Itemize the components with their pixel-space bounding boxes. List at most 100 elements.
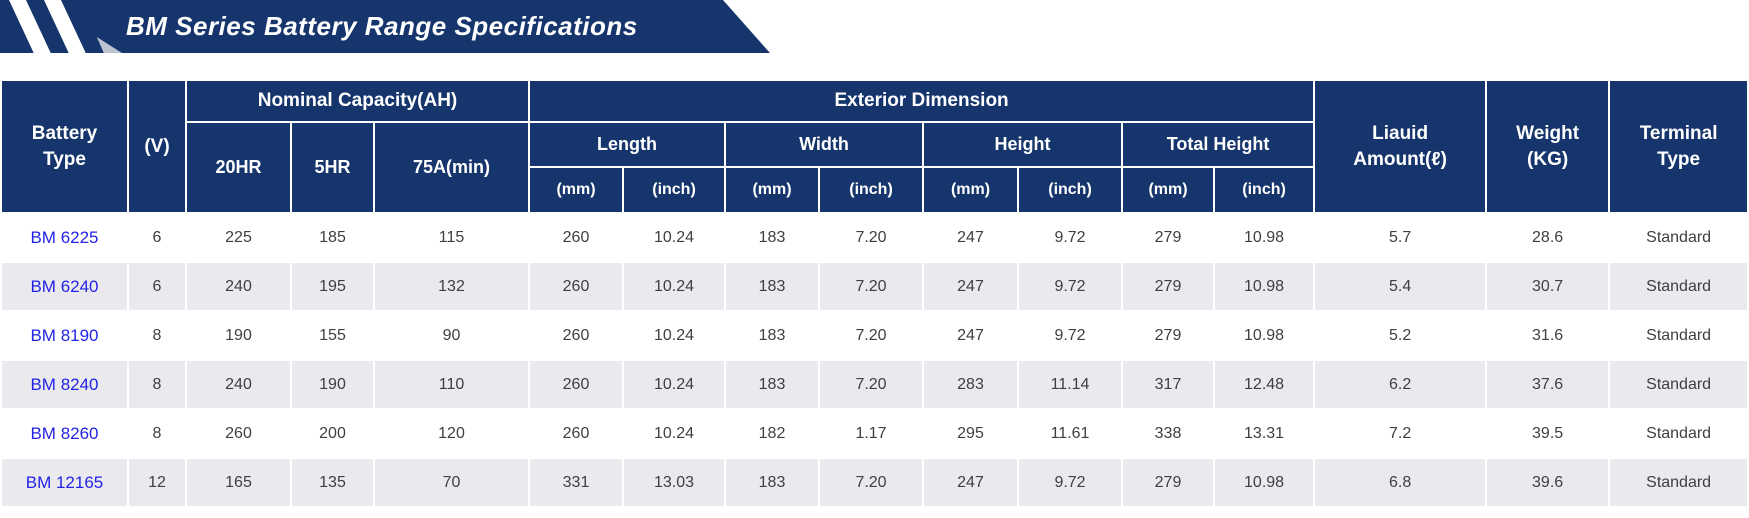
cell-5hr: 135 — [292, 459, 373, 506]
cell-height-inch: 11.61 — [1019, 410, 1122, 457]
battery-type-link[interactable]: BM 8240 — [2, 361, 127, 408]
battery-spec-table: Battery Type (V) Nominal Capacity(AH) Ex… — [0, 79, 1749, 508]
cell-length-mm: 331 — [530, 459, 623, 506]
header-battery-type: Battery Type — [2, 81, 127, 212]
cell-weight: 39.5 — [1487, 410, 1609, 457]
cell-total-height-inch: 10.98 — [1215, 263, 1314, 310]
cell-terminal: Standard — [1610, 214, 1748, 261]
cell-height-mm: 247 — [924, 459, 1018, 506]
cell-75a: 90 — [375, 312, 529, 359]
cell-voltage: 8 — [129, 361, 185, 408]
cell-length-inch: 10.24 — [624, 263, 725, 310]
cell-width-mm: 183 — [726, 361, 819, 408]
cell-voltage: 8 — [129, 410, 185, 457]
cell-20hr: 225 — [187, 214, 290, 261]
cell-20hr: 165 — [187, 459, 290, 506]
cell-weight: 39.6 — [1487, 459, 1609, 506]
cell-20hr: 240 — [187, 263, 290, 310]
cell-total-height-inch: 13.31 — [1215, 410, 1314, 457]
battery-type-link[interactable]: BM 8190 — [2, 312, 127, 359]
header-exterior-dimension: Exterior Dimension — [530, 81, 1314, 121]
cell-5hr: 185 — [292, 214, 373, 261]
cell-75a: 110 — [375, 361, 529, 408]
cell-width-mm: 183 — [726, 459, 819, 506]
cell-total-height-mm: 279 — [1123, 214, 1214, 261]
cell-5hr: 195 — [292, 263, 373, 310]
cell-terminal: Standard — [1610, 263, 1748, 310]
table-row: BM 6240 6 240 195 132 260 10.24 183 7.20… — [2, 263, 1748, 310]
header-width-mm: (mm) — [726, 168, 819, 212]
cell-width-mm: 183 — [726, 312, 819, 359]
cell-length-mm: 260 — [530, 263, 623, 310]
header-nominal-capacity: Nominal Capacity(AH) — [187, 81, 529, 121]
header-width: Width — [726, 123, 923, 166]
cell-total-height-inch: 10.98 — [1215, 214, 1314, 261]
cell-length-inch: 10.24 — [624, 214, 725, 261]
cell-height-inch: 9.72 — [1019, 459, 1122, 506]
cell-75a: 120 — [375, 410, 529, 457]
cell-total-height-inch: 10.98 — [1215, 312, 1314, 359]
cell-liquid: 6.2 — [1315, 361, 1486, 408]
cell-total-height-inch: 12.48 — [1215, 361, 1314, 408]
cell-width-mm: 183 — [726, 263, 819, 310]
battery-type-link[interactable]: BM 12165 — [2, 459, 127, 506]
cell-length-mm: 260 — [530, 312, 623, 359]
diagonal-stripe-1 — [9, 0, 51, 53]
cell-width-inch: 7.20 — [820, 312, 923, 359]
cell-5hr: 155 — [292, 312, 373, 359]
cell-liquid: 7.2 — [1315, 410, 1486, 457]
cell-length-mm: 260 — [530, 361, 623, 408]
cell-20hr: 260 — [187, 410, 290, 457]
cell-height-mm: 247 — [924, 312, 1018, 359]
cell-liquid: 5.2 — [1315, 312, 1486, 359]
cell-length-inch: 10.24 — [624, 361, 725, 408]
cell-75a: 70 — [375, 459, 529, 506]
header-width-inch: (inch) — [820, 168, 923, 212]
cell-length-mm: 260 — [530, 410, 623, 457]
table-row: BM 8260 8 260 200 120 260 10.24 182 1.17… — [2, 410, 1748, 457]
cell-liquid: 5.7 — [1315, 214, 1486, 261]
header-liquid-amount: Liauid Amount(ℓ) — [1315, 81, 1486, 212]
header-length-mm: (mm) — [530, 168, 623, 212]
cell-width-mm: 183 — [726, 214, 819, 261]
header-total-height: Total Height — [1123, 123, 1314, 166]
cell-voltage: 8 — [129, 312, 185, 359]
cell-20hr: 190 — [187, 312, 290, 359]
header-height: Height — [924, 123, 1122, 166]
header-5hr: 5HR — [292, 123, 373, 212]
header-weight: Weight (KG) — [1487, 81, 1609, 212]
cell-total-height-mm: 317 — [1123, 361, 1214, 408]
cell-width-inch: 7.20 — [820, 263, 923, 310]
cell-length-mm: 260 — [530, 214, 623, 261]
battery-type-link[interactable]: BM 6240 — [2, 263, 127, 310]
cell-voltage: 6 — [129, 263, 185, 310]
header-voltage: (V) — [129, 81, 185, 212]
cell-voltage: 12 — [129, 459, 185, 506]
cell-total-height-mm: 279 — [1123, 312, 1214, 359]
cell-width-inch: 7.20 — [820, 214, 923, 261]
cell-75a: 132 — [375, 263, 529, 310]
cell-length-inch: 10.24 — [624, 410, 725, 457]
cell-terminal: Standard — [1610, 312, 1748, 359]
header-total-height-inch: (inch) — [1215, 168, 1314, 212]
cell-height-mm: 295 — [924, 410, 1018, 457]
battery-type-link[interactable]: BM 6225 — [2, 214, 127, 261]
cell-weight: 37.6 — [1487, 361, 1609, 408]
cell-height-mm: 247 — [924, 263, 1018, 310]
cell-height-mm: 283 — [924, 361, 1018, 408]
header-length: Length — [530, 123, 725, 166]
cell-weight: 30.7 — [1487, 263, 1609, 310]
cell-5hr: 200 — [292, 410, 373, 457]
cell-weight: 28.6 — [1487, 214, 1609, 261]
header-length-inch: (inch) — [624, 168, 725, 212]
diagonal-stripe-2 — [44, 0, 86, 53]
battery-type-link[interactable]: BM 8260 — [2, 410, 127, 457]
cell-liquid: 5.4 — [1315, 263, 1486, 310]
header-height-mm: (mm) — [924, 168, 1018, 212]
cell-height-mm: 247 — [924, 214, 1018, 261]
cell-terminal: Standard — [1610, 410, 1748, 457]
cell-width-mm: 182 — [726, 410, 819, 457]
header-75a-min: 75A(min) — [375, 123, 529, 212]
cell-height-inch: 9.72 — [1019, 312, 1122, 359]
cell-liquid: 6.8 — [1315, 459, 1486, 506]
